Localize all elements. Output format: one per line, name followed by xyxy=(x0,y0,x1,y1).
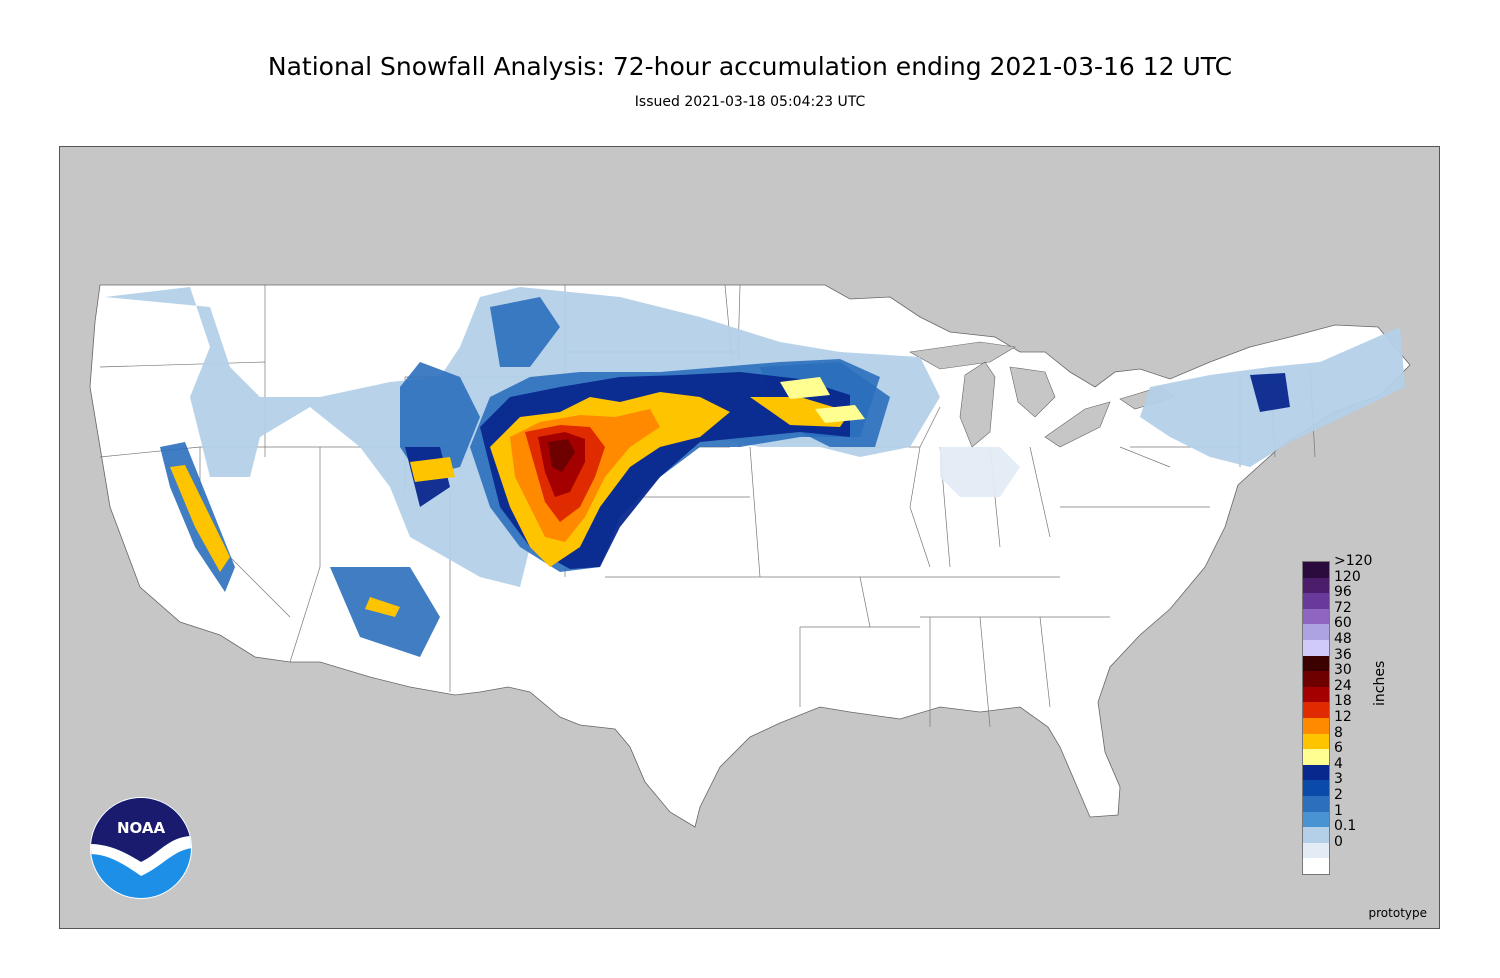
legend-swatch xyxy=(1303,671,1329,688)
issued-timestamp: Issued 2021-03-18 05:04:23 UTC xyxy=(634,94,866,110)
legend-label: 72 xyxy=(1334,599,1352,616)
legend-unit-label: inches xyxy=(1372,660,1388,706)
legend-swatch xyxy=(1303,749,1329,766)
legend-label: 8 xyxy=(1334,724,1343,741)
legend-label: 4 xyxy=(1334,755,1343,772)
legend-label: 3 xyxy=(1334,771,1343,788)
legend-label: 18 xyxy=(1334,693,1352,710)
legend-swatch xyxy=(1303,780,1329,797)
legend-label: 2 xyxy=(1334,787,1343,803)
legend-label: >120 xyxy=(1334,553,1373,569)
snowfall-map[interactable]: prototype xyxy=(59,146,1440,929)
legend-swatch xyxy=(1303,811,1329,828)
legend-label: 30 xyxy=(1334,662,1352,679)
legend-label: 60 xyxy=(1334,615,1352,632)
legend-label: 36 xyxy=(1334,646,1352,663)
color-legend xyxy=(1302,561,1330,875)
logo-gull xyxy=(91,836,191,876)
legend-swatch xyxy=(1303,858,1329,875)
legend-label: 0.1 xyxy=(1334,818,1357,835)
legend-label: 1 xyxy=(1334,802,1343,819)
legend-swatch xyxy=(1303,796,1329,813)
great-lakes xyxy=(909,341,1176,448)
legend-label: 12 xyxy=(1334,709,1352,725)
legend-label: 48 xyxy=(1334,631,1352,647)
map-title: National Snowfall Analysis: 72-hour accu… xyxy=(267,52,1233,81)
prototype-watermark: prototype xyxy=(1368,906,1427,920)
legend-swatch xyxy=(1303,593,1329,610)
legend-swatch xyxy=(1303,577,1329,594)
legend-label: 24 xyxy=(1334,677,1352,694)
legend-label: 120 xyxy=(1334,568,1361,585)
legend-swatch xyxy=(1303,624,1329,641)
legend-label: 0 xyxy=(1334,833,1343,850)
legend-label: 96 xyxy=(1334,584,1352,601)
legend-swatch xyxy=(1303,702,1329,719)
legend-swatch xyxy=(1303,764,1329,781)
legend-swatch xyxy=(1303,562,1329,579)
legend-swatch xyxy=(1303,827,1329,844)
snowfall-shading xyxy=(105,287,1405,657)
legend-swatch xyxy=(1303,686,1329,703)
logo-top xyxy=(91,798,191,862)
legend-swatch xyxy=(1303,640,1329,657)
legend-swatch xyxy=(1303,733,1329,750)
legend-swatch xyxy=(1303,718,1329,735)
logo-text: NOAA xyxy=(117,819,166,837)
legend-swatch xyxy=(1303,655,1329,672)
legend-swatch xyxy=(1303,608,1329,625)
legend-label: 6 xyxy=(1334,740,1343,757)
legend-swatch xyxy=(1303,842,1329,859)
map-canvas xyxy=(89,284,1411,828)
noaa-logo: NOAA xyxy=(90,797,192,899)
